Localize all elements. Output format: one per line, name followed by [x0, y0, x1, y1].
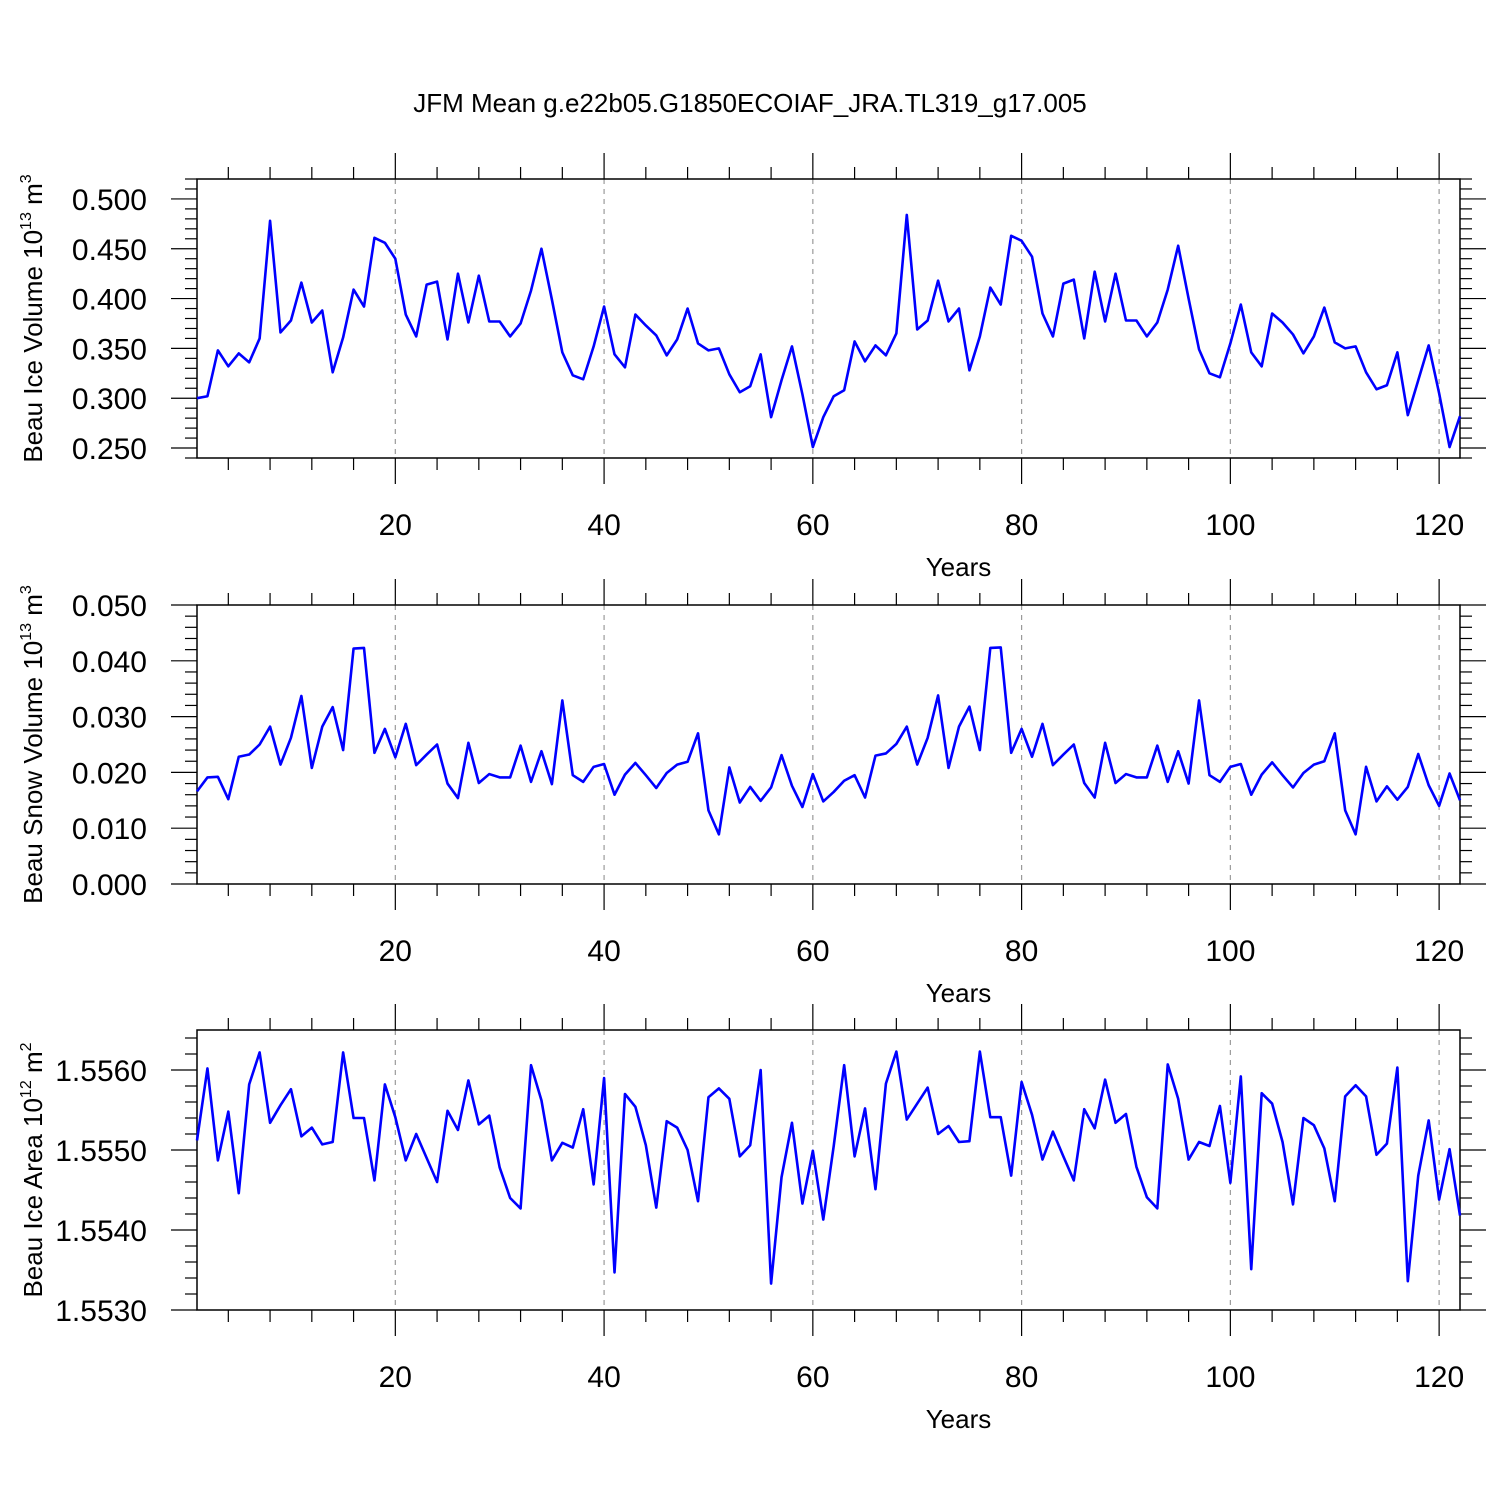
x-tick-label: 100: [1205, 935, 1255, 968]
y-tick-label: 0.350: [72, 333, 147, 366]
y-tick-label: 1.5550: [55, 1135, 147, 1168]
y-axis-title-unit-exponent: 3: [18, 585, 35, 594]
y-axis-title-prefix: Beau Snow Volume 10: [18, 641, 48, 904]
x-tick-label: 40: [587, 1361, 620, 1394]
y-tick-label: 0.020: [72, 757, 147, 790]
x-tick-label: 80: [1005, 1361, 1038, 1394]
y-tick-label: 0.450: [72, 234, 147, 267]
y-tick-label: 0.030: [72, 702, 147, 735]
y-tick-label: 0.010: [72, 813, 147, 846]
y-tick-label: 0.400: [72, 284, 147, 317]
y-axis-title-unit-exponent: 2: [18, 1042, 35, 1051]
x-axis-title: Years: [926, 552, 992, 582]
x-tick-label: 40: [587, 509, 620, 542]
plot-frame: [196, 1029, 1461, 1311]
y-axis-title-exponent: 13: [18, 623, 35, 641]
y-tick-label: 0.050: [72, 590, 147, 623]
page-title: JFM Mean g.e22b05.G1850ECOIAF_JRA.TL319_…: [413, 88, 1087, 118]
y-tick-label: 0.300: [72, 383, 147, 416]
y-axis-title-prefix: Beau Ice Volume 10: [18, 230, 48, 463]
series-line-1: [195, 646, 1462, 836]
y-axis-title-exponent: 13: [18, 212, 35, 230]
y-axis-title: Beau Ice Area 1012 m2: [18, 1042, 48, 1297]
series-line-1: [195, 1050, 1462, 1285]
y-axis-title-prefix: Beau Ice Area 10: [18, 1098, 48, 1297]
x-tick-label: 80: [1005, 935, 1038, 968]
x-tick-label: 40: [587, 935, 620, 968]
y-tick-label: 0.500: [72, 184, 147, 217]
x-tick-label: 20: [379, 509, 412, 542]
x-tick-label: 80: [1005, 509, 1038, 542]
y-tick-label: 1.5540: [55, 1215, 147, 1248]
chart-panel-2: 20 40 60 80 100 120 0.000 0.010 0.020 0.030 0.040 0…: [18, 579, 1486, 1008]
y-tick-label: 0.040: [72, 646, 147, 679]
x-tick-label: 60: [796, 935, 829, 968]
y-axis-title-unit: m: [18, 1051, 48, 1080]
x-tick-label: 20: [379, 935, 412, 968]
chart-panel-3: 20 40 60 80 100 120 1.5530 1.5540 1.5550 1.5560 Ye…: [18, 1004, 1486, 1434]
y-tick-label: 0.000: [72, 869, 147, 902]
x-axis-title: Years: [926, 978, 992, 1008]
x-tick-label: 100: [1205, 509, 1255, 542]
chart-panel-1: 20 40 60 80 100 120 0.250 0.300 0.350 0.400 0.450 0…: [18, 153, 1486, 582]
series-line-1: [196, 213, 1462, 449]
x-tick-label: 100: [1205, 1361, 1255, 1394]
plot-frame: [196, 604, 1461, 885]
x-axis-title: Years: [926, 1404, 992, 1434]
y-axis-title-exponent: 12: [18, 1080, 35, 1098]
y-axis-title: Beau Ice Volume 1013 m3: [18, 174, 48, 462]
y-axis-title-unit: m: [18, 183, 48, 212]
x-tick-label: 20: [379, 1361, 412, 1394]
x-tick-label: 120: [1414, 935, 1464, 968]
x-tick-label: 60: [796, 509, 829, 542]
y-tick-label: 0.250: [72, 433, 147, 466]
y-axis-title: Beau Snow Volume 1013 m3: [18, 585, 48, 904]
y-tick-label: 1.5530: [55, 1295, 147, 1328]
x-tick-label: 120: [1414, 1361, 1464, 1394]
y-axis-title-unit: m: [18, 594, 48, 623]
y-tick-label: 1.5560: [55, 1055, 147, 1088]
y-axis-title-unit-exponent: 3: [18, 174, 35, 183]
x-tick-label: 60: [796, 1361, 829, 1394]
x-tick-label: 120: [1414, 509, 1464, 542]
